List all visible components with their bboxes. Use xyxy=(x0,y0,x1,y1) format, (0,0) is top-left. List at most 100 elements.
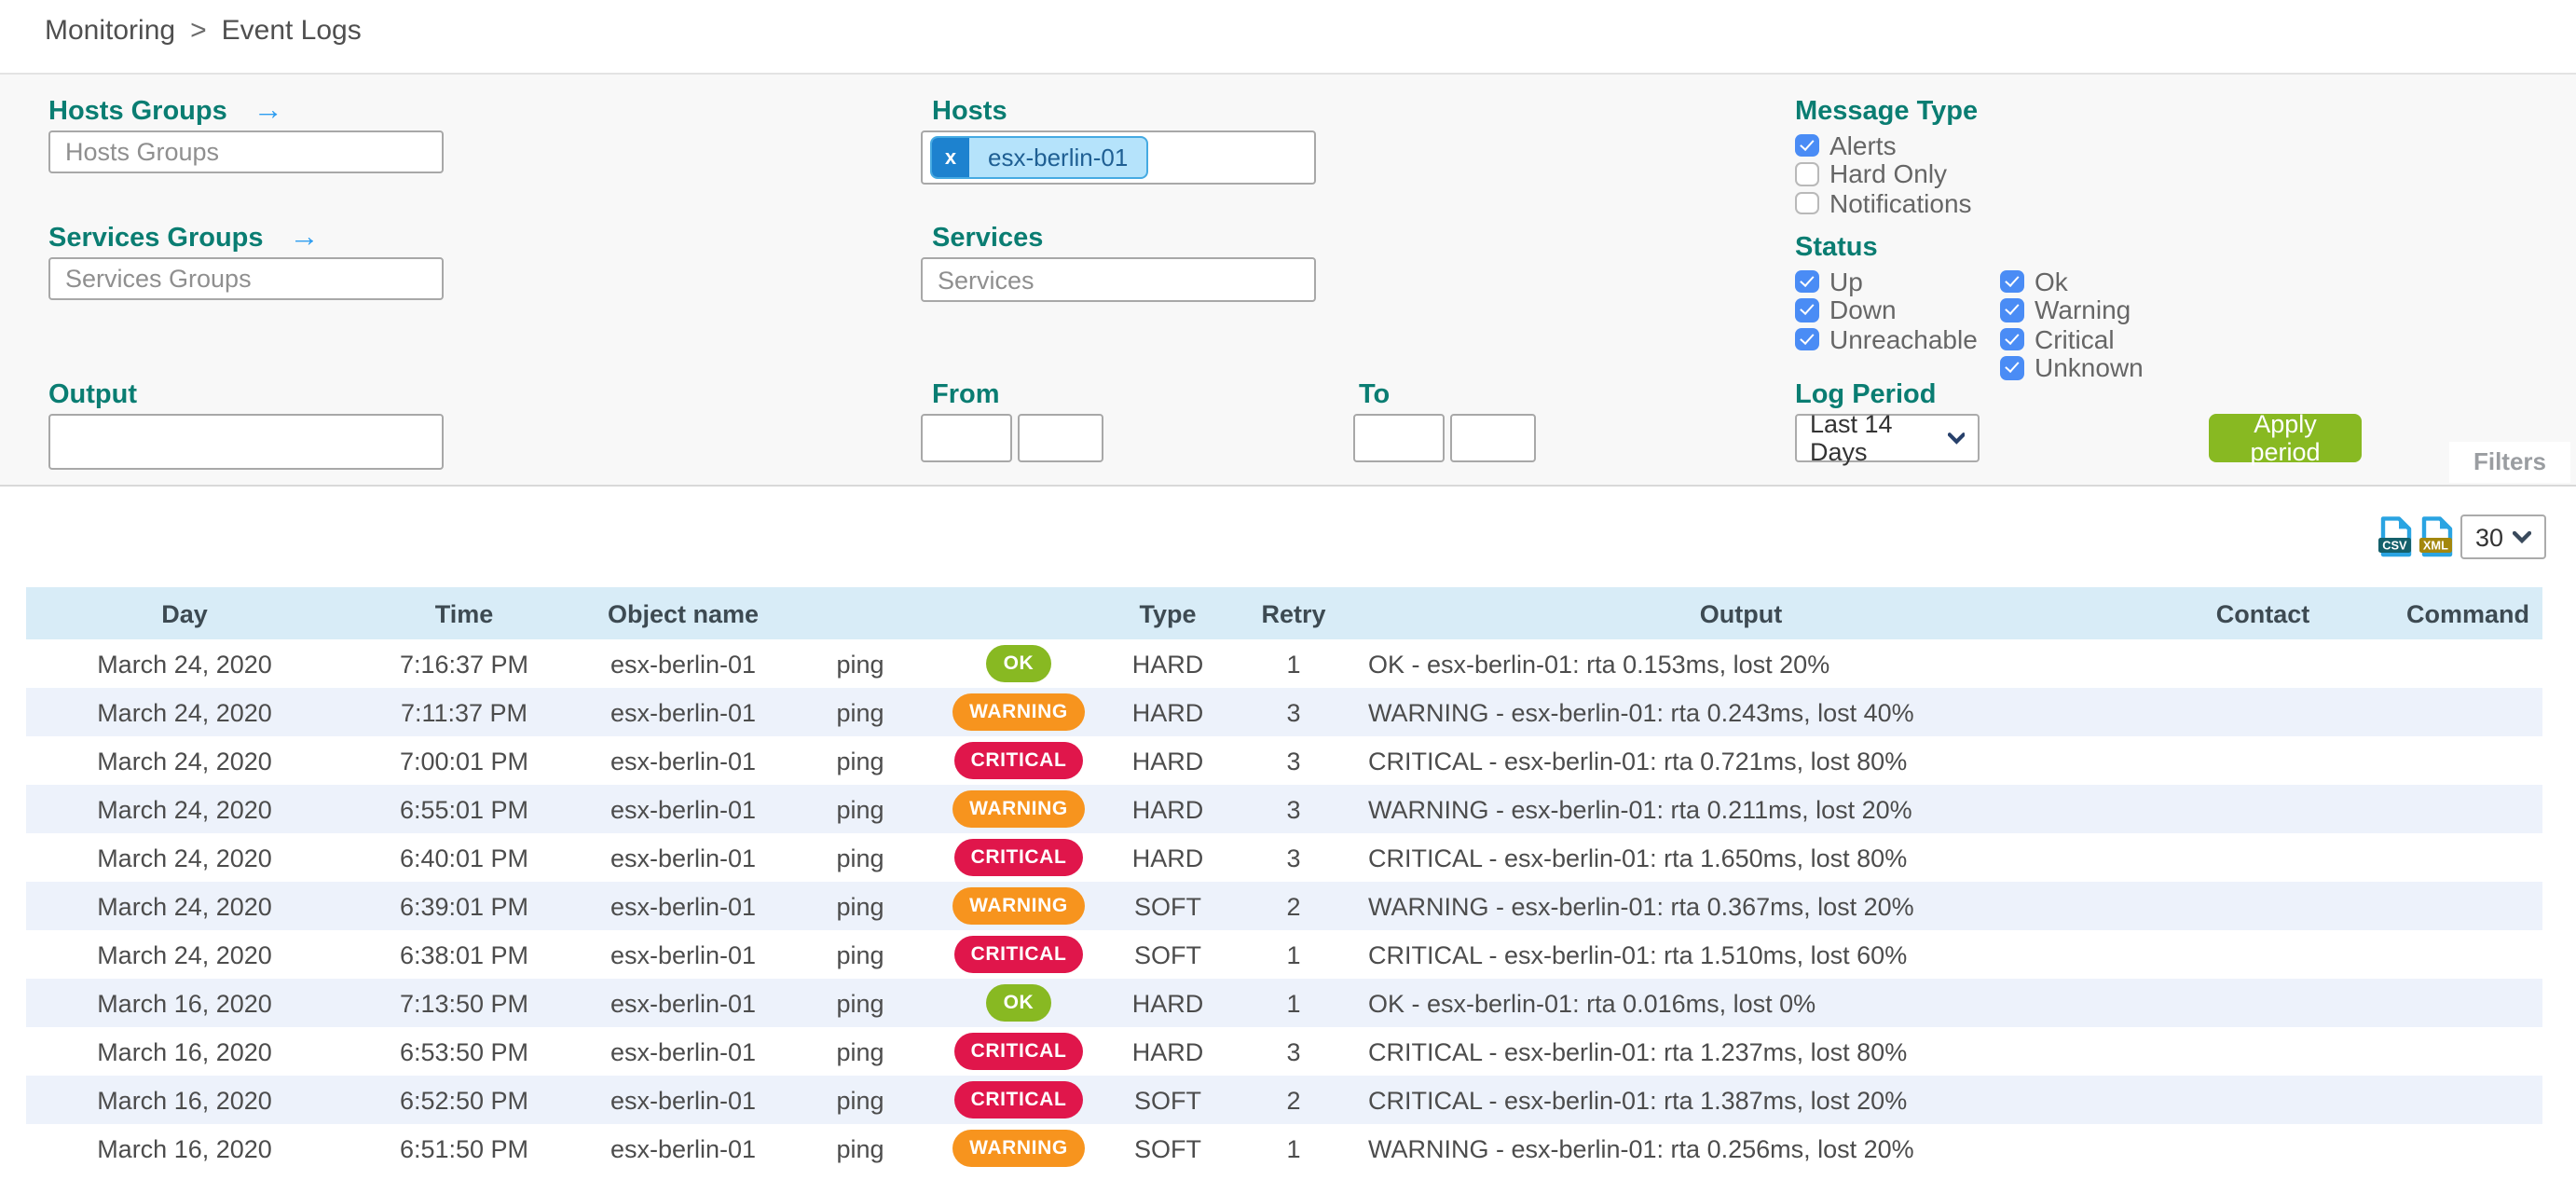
status-badge: WARNING xyxy=(952,790,1085,828)
service-cell: ping xyxy=(836,1037,884,1065)
services-groups-input[interactable] xyxy=(48,257,444,300)
retry-cell: 3 xyxy=(1286,1037,1301,1065)
retry-cell: 2 xyxy=(1286,892,1301,920)
object-name-cell: esx-berlin-01 xyxy=(610,698,757,726)
arrow-right-icon[interactable]: → xyxy=(289,222,320,254)
checkbox-unknown[interactable]: Unknown xyxy=(2000,353,2144,383)
status-cell: WARNING xyxy=(939,785,1098,833)
object-name-cell: esx-berlin-01 xyxy=(610,1037,757,1065)
checkbox-hard-only[interactable]: Hard Only xyxy=(1795,159,1972,189)
breadcrumb-event-logs[interactable]: Event Logs xyxy=(221,15,362,47)
services-input[interactable] xyxy=(921,257,1316,302)
command-cell xyxy=(2393,1027,2542,1076)
column-header-type: Type xyxy=(1139,599,1197,627)
checkbox-critical[interactable]: Critical xyxy=(2000,324,2144,354)
type-cell: SOFT xyxy=(1134,892,1201,920)
output-cell: WARNING - esx-berlin-01: rta 0.256ms, lo… xyxy=(1368,1134,1914,1162)
services-label: Services xyxy=(932,224,1044,254)
to-date-input[interactable] xyxy=(1353,414,1445,462)
output-label: Output xyxy=(48,380,138,410)
log-period-select[interactable]: Last 14 Days xyxy=(1795,410,1980,466)
table-row: March 16, 2020 6:52:50 PM esx-berlin-01 pin… xyxy=(26,1076,2542,1124)
column-header-service xyxy=(781,587,939,639)
from-date-input[interactable] xyxy=(921,414,1012,462)
retry-cell: 1 xyxy=(1286,940,1301,968)
status-badge: CRITICAL xyxy=(953,1033,1084,1070)
status-cell: CRITICAL xyxy=(939,736,1098,785)
day-cell: March 24, 2020 xyxy=(97,892,272,920)
breadcrumb-monitoring[interactable]: Monitoring xyxy=(45,15,176,47)
contact-cell xyxy=(2132,688,2393,736)
type-cell: HARD xyxy=(1131,1037,1204,1065)
host-chip-label: esx-berlin-01 xyxy=(988,144,1129,172)
table-row: March 16, 2020 6:53:50 PM esx-berlin-01 pin… xyxy=(26,1027,2542,1076)
time-cell: 7:00:01 PM xyxy=(399,747,529,775)
hosts-label: Hosts xyxy=(932,97,1007,127)
status-cell: CRITICAL xyxy=(939,833,1098,882)
filter-panel: Hosts Groups → Services Groups → Output … xyxy=(0,73,2576,487)
retry-cell: 3 xyxy=(1286,698,1301,726)
column-header-day: Day xyxy=(161,599,208,627)
column-header-status xyxy=(939,587,1098,639)
command-cell xyxy=(2393,1076,2542,1124)
contact-cell xyxy=(2132,1027,2393,1076)
output-cell: CRITICAL - esx-berlin-01: rta 0.721ms, l… xyxy=(1368,747,1908,775)
time-cell: 6:40:01 PM xyxy=(399,844,529,871)
remove-chip-icon[interactable]: x xyxy=(932,138,969,177)
output-cell: WARNING - esx-berlin-01: rta 0.367ms, lo… xyxy=(1368,892,1914,920)
retry-cell: 2 xyxy=(1286,1086,1301,1114)
type-cell: HARD xyxy=(1131,989,1204,1017)
status-cell: OK xyxy=(939,639,1098,688)
output-cell: WARNING - esx-berlin-01: rta 0.211ms, lo… xyxy=(1368,795,1912,823)
command-cell xyxy=(2393,785,2542,833)
contact-cell xyxy=(2132,639,2393,688)
day-cell: March 16, 2020 xyxy=(97,1037,272,1065)
apply-period-button[interactable]: Apply period xyxy=(2209,410,2362,466)
time-cell: 7:16:37 PM xyxy=(399,650,529,678)
type-cell: HARD xyxy=(1131,844,1204,871)
type-cell: SOFT xyxy=(1134,940,1201,968)
filters-tab[interactable]: Filters xyxy=(2448,442,2570,483)
checkbox-ok[interactable]: Ok xyxy=(2000,267,2144,296)
status-badge: WARNING xyxy=(952,887,1085,925)
day-cell: March 16, 2020 xyxy=(97,989,272,1017)
object-name-cell: esx-berlin-01 xyxy=(610,844,757,871)
hosts-input[interactable]: x esx-berlin-01 xyxy=(921,130,1316,185)
type-cell: HARD xyxy=(1131,698,1204,726)
table-row: March 24, 2020 7:16:37 PM esx-berlin-01 pin… xyxy=(26,639,2542,688)
object-name-cell: esx-berlin-01 xyxy=(610,989,757,1017)
hosts-groups-input[interactable] xyxy=(48,130,444,173)
hosts-groups-label: Hosts Groups → xyxy=(48,95,283,127)
object-name-cell: esx-berlin-01 xyxy=(610,892,757,920)
time-cell: 6:53:50 PM xyxy=(399,1037,529,1065)
breadcrumb-separator: > xyxy=(190,15,207,47)
day-cell: March 16, 2020 xyxy=(97,1086,272,1114)
output-cell: CRITICAL - esx-berlin-01: rta 1.237ms, l… xyxy=(1368,1037,1908,1065)
chevron-down-icon xyxy=(2513,530,2531,543)
command-cell xyxy=(2393,882,2542,930)
csv-export-icon[interactable]: CSV xyxy=(2378,516,2414,557)
command-cell xyxy=(2393,688,2542,736)
checkbox-up[interactable]: Up xyxy=(1795,267,1978,296)
service-cell: ping xyxy=(836,1086,884,1114)
to-time-input[interactable] xyxy=(1450,414,1536,462)
page-size-select[interactable]: 30 xyxy=(2460,515,2546,559)
output-input[interactable] xyxy=(48,414,444,470)
command-cell xyxy=(2393,1124,2542,1173)
checkbox-alerts[interactable]: Alerts xyxy=(1795,130,1972,160)
output-cell: CRITICAL - esx-berlin-01: rta 1.387ms, l… xyxy=(1368,1086,1908,1114)
checkbox-unreachable[interactable]: Unreachable xyxy=(1795,324,1978,354)
service-cell: ping xyxy=(836,698,884,726)
checkbox-down[interactable]: Down xyxy=(1795,295,1978,325)
from-time-input[interactable] xyxy=(1018,414,1103,462)
xml-export-icon[interactable]: XML xyxy=(2419,516,2455,557)
checkbox-warning[interactable]: Warning xyxy=(2000,295,2144,325)
arrow-right-icon[interactable]: → xyxy=(253,95,283,127)
breadcrumb: Monitoring > Event Logs xyxy=(45,15,362,47)
svg-text:XML: XML xyxy=(2423,539,2448,553)
checkbox-notifications[interactable]: Notifications xyxy=(1795,188,1972,218)
table-row: March 16, 2020 7:13:50 PM esx-berlin-01 pin… xyxy=(26,979,2542,1027)
type-cell: SOFT xyxy=(1134,1086,1201,1114)
day-cell: March 24, 2020 xyxy=(97,940,272,968)
